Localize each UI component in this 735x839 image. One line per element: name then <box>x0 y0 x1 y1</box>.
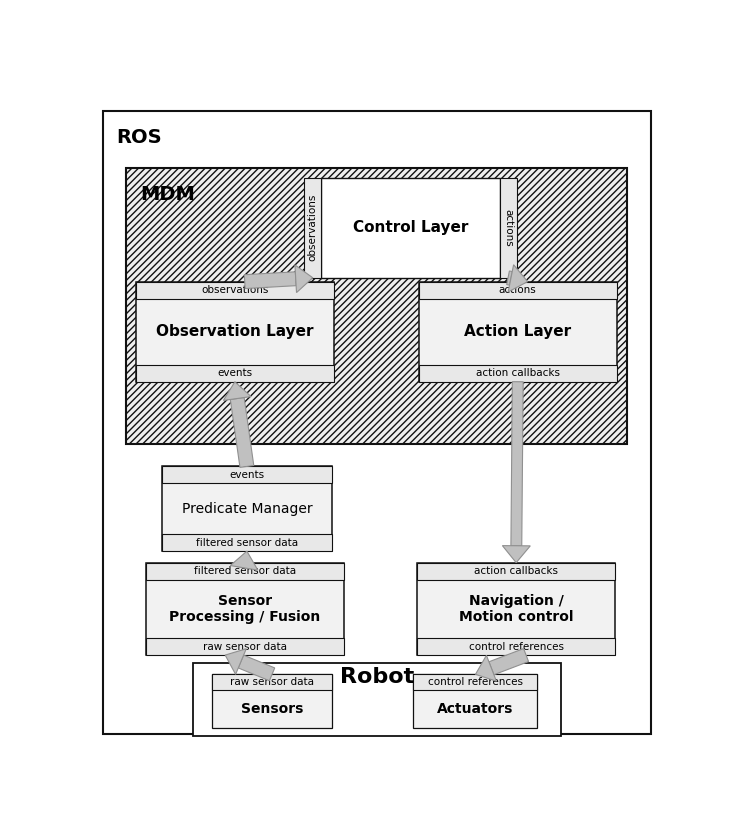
Bar <box>500 178 517 278</box>
Text: Navigation /
Motion control: Navigation / Motion control <box>459 594 573 624</box>
Polygon shape <box>476 655 496 681</box>
Text: action callbacks: action callbacks <box>476 368 560 378</box>
Text: events: events <box>218 368 252 378</box>
Bar <box>304 178 321 278</box>
Bar <box>212 675 332 690</box>
Text: MDM: MDM <box>140 185 195 205</box>
Bar <box>136 365 334 382</box>
Polygon shape <box>238 655 275 680</box>
Text: Control Layer: Control Layer <box>353 220 468 235</box>
Polygon shape <box>237 561 252 569</box>
Polygon shape <box>295 265 313 293</box>
Bar <box>126 169 628 444</box>
Bar <box>417 563 615 655</box>
Bar <box>146 638 344 655</box>
Text: Predicate Manager: Predicate Manager <box>182 502 312 516</box>
Polygon shape <box>511 382 523 546</box>
Text: Robot: Robot <box>340 667 414 686</box>
Bar <box>136 282 334 299</box>
Text: raw sensor data: raw sensor data <box>230 677 314 687</box>
Polygon shape <box>230 551 258 571</box>
Text: raw sensor data: raw sensor data <box>203 642 287 652</box>
Bar <box>419 282 617 299</box>
Text: control references: control references <box>469 642 564 652</box>
Text: events: events <box>229 470 265 480</box>
Text: Observation Layer: Observation Layer <box>156 324 314 339</box>
Bar <box>162 466 332 483</box>
Bar <box>146 563 344 580</box>
Bar <box>136 282 334 382</box>
Polygon shape <box>503 545 530 563</box>
Text: observations: observations <box>201 285 268 295</box>
Bar <box>414 675 537 728</box>
Text: Action Layer: Action Layer <box>465 324 571 339</box>
Bar <box>212 675 332 728</box>
Bar <box>419 282 617 382</box>
Text: Actuators: Actuators <box>437 702 514 716</box>
Text: Sensor
Processing / Fusion: Sensor Processing / Fusion <box>169 594 320 624</box>
Bar <box>321 178 500 278</box>
Bar <box>417 563 615 580</box>
Bar <box>146 563 344 655</box>
Bar <box>193 663 561 736</box>
Text: observations: observations <box>308 194 318 262</box>
Bar <box>414 675 537 690</box>
Bar <box>417 638 615 655</box>
Bar <box>162 534 332 551</box>
Text: Sensors: Sensors <box>241 702 304 716</box>
Text: ROS: ROS <box>117 128 162 148</box>
Text: action callbacks: action callbacks <box>474 566 558 576</box>
Text: filtered sensor data: filtered sensor data <box>196 538 298 548</box>
Text: actions: actions <box>503 209 513 247</box>
Polygon shape <box>244 272 296 289</box>
Polygon shape <box>508 265 528 292</box>
Polygon shape <box>230 398 254 467</box>
Text: control references: control references <box>428 677 523 687</box>
Polygon shape <box>489 649 528 675</box>
Bar <box>419 365 617 382</box>
Text: filtered sensor data: filtered sensor data <box>194 566 296 576</box>
Polygon shape <box>225 649 246 675</box>
Polygon shape <box>506 271 512 285</box>
Text: actions: actions <box>499 285 537 295</box>
Bar <box>162 466 332 551</box>
Polygon shape <box>223 382 251 400</box>
